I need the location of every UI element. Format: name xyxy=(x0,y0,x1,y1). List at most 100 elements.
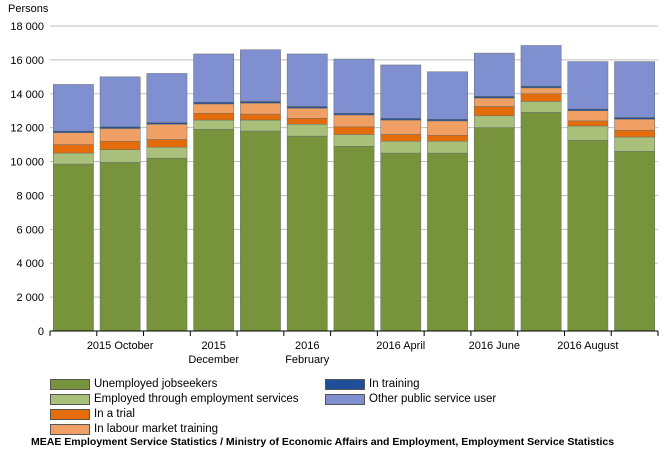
bar-segment xyxy=(193,119,235,130)
bar-stack xyxy=(614,61,655,332)
source-note: MEAE Employment Service Statistics / Min… xyxy=(31,436,615,448)
bar-segment xyxy=(146,73,188,123)
bar-segment xyxy=(567,125,609,141)
bar-stack xyxy=(99,76,141,332)
bar-segment xyxy=(99,140,141,150)
bar-segment xyxy=(567,140,609,332)
bar-segment xyxy=(520,85,562,89)
x-tick-label: 2016 August xyxy=(557,340,618,352)
bar-stack xyxy=(333,58,375,332)
bar-stacks xyxy=(53,45,655,332)
bar-segment xyxy=(53,130,94,134)
bar-stack xyxy=(193,53,235,332)
bar-segment xyxy=(193,113,235,121)
legend-label-unemployed-jobseekers: Unemployed jobseekers xyxy=(94,378,218,390)
legend-label-in-a-trial: In a trial xyxy=(94,408,135,420)
bar-segment xyxy=(567,110,609,122)
bar-segment xyxy=(380,134,422,142)
bar-segment xyxy=(99,149,141,163)
bar-segment xyxy=(473,96,515,99)
y-tick-label: 18 000 xyxy=(10,21,44,33)
bar-stack xyxy=(53,84,94,332)
bar-segment xyxy=(193,102,235,105)
bar-segment xyxy=(240,113,281,121)
bar-segment xyxy=(380,140,422,154)
y-tick-label: 6 000 xyxy=(16,224,44,236)
bar-segment xyxy=(53,84,94,132)
bar-segment xyxy=(193,129,235,332)
legend-label-employed-through-services: Employed through employment services xyxy=(94,393,299,405)
bar-segment xyxy=(614,151,655,332)
bar-segment xyxy=(520,93,562,102)
legend-item-in-labour-market-training: In labour market training xyxy=(50,422,218,436)
legend-swatch-in-labour-market-training xyxy=(50,423,90,435)
bar-segment xyxy=(286,118,328,125)
legend-swatch-in-a-trial xyxy=(50,408,90,420)
legend-item-other-public-service-user: Other public service user xyxy=(325,392,496,406)
bar-segment xyxy=(53,132,94,145)
bar-segment xyxy=(146,139,188,148)
bar-segment xyxy=(146,122,188,125)
bar-segment xyxy=(286,107,328,119)
legend-item-in-training: In training xyxy=(325,377,420,391)
bar-segment xyxy=(146,124,188,140)
x-tick-label: 2015 December xyxy=(188,340,239,366)
bar-segment xyxy=(240,102,281,115)
bar-segment xyxy=(380,119,422,135)
bar-segment xyxy=(473,115,515,128)
bar-stack xyxy=(567,61,609,332)
bar-segment xyxy=(380,64,422,119)
legend-label-in-labour-market-training: In labour market training xyxy=(94,423,219,435)
bar-segment xyxy=(286,106,328,109)
legend-swatch-other-public-service-user xyxy=(325,393,365,405)
bar-segment xyxy=(240,119,281,132)
y-tick-label: 12 000 xyxy=(10,123,44,135)
bar-segment xyxy=(333,114,375,128)
bar-stack xyxy=(380,64,422,332)
bar-segment xyxy=(614,136,655,152)
legend-label-in-training: In training xyxy=(369,378,420,390)
bar-segment xyxy=(380,118,422,121)
bar-stack xyxy=(240,49,281,332)
bar-segment xyxy=(614,117,655,120)
bar-segment xyxy=(380,152,422,332)
bar-segment xyxy=(427,140,468,154)
bar-segment xyxy=(99,128,141,142)
x-tick-label: 2016 June xyxy=(469,340,520,352)
legend-label-other-public-service-user: Other public service user xyxy=(369,393,497,405)
bar-segment xyxy=(193,53,235,103)
bar-segment xyxy=(473,127,515,332)
bar-segment xyxy=(99,126,141,129)
bar-segment xyxy=(473,106,515,117)
bar-segment xyxy=(53,144,94,154)
y-axis-unit-label: Persons xyxy=(8,3,49,15)
bar-segment xyxy=(240,49,281,102)
y-tick-label: 16 000 xyxy=(10,55,44,67)
bar-segment xyxy=(520,112,562,332)
y-tick-label: 14 000 xyxy=(10,89,44,101)
bar-segment xyxy=(99,162,141,332)
bar-segment xyxy=(193,103,235,114)
bar-segment xyxy=(333,126,375,135)
bar-segment xyxy=(614,61,655,118)
legend-swatch-unemployed-jobseekers xyxy=(50,378,90,390)
legend-item-in-a-trial: In a trial xyxy=(50,407,135,421)
y-tick-label: 10 000 xyxy=(10,157,44,169)
bar-segment xyxy=(567,120,609,127)
bar-segment xyxy=(333,58,375,114)
legend-item-employed-through-services: Employed through employment services xyxy=(50,392,299,406)
bar-stack xyxy=(146,73,188,332)
bar-segment xyxy=(520,87,562,95)
bar-stack xyxy=(427,71,468,332)
bar-segment xyxy=(427,152,468,332)
bar-stack xyxy=(473,52,515,332)
bar-segment xyxy=(427,118,468,122)
bar-segment xyxy=(286,53,328,107)
bar-segment xyxy=(567,108,609,111)
bar-segment xyxy=(286,124,328,137)
legend-swatch-in-training xyxy=(325,378,365,390)
bar-segment xyxy=(333,146,375,332)
y-tick-label: 0 xyxy=(38,326,44,338)
bar-segment xyxy=(333,134,375,147)
